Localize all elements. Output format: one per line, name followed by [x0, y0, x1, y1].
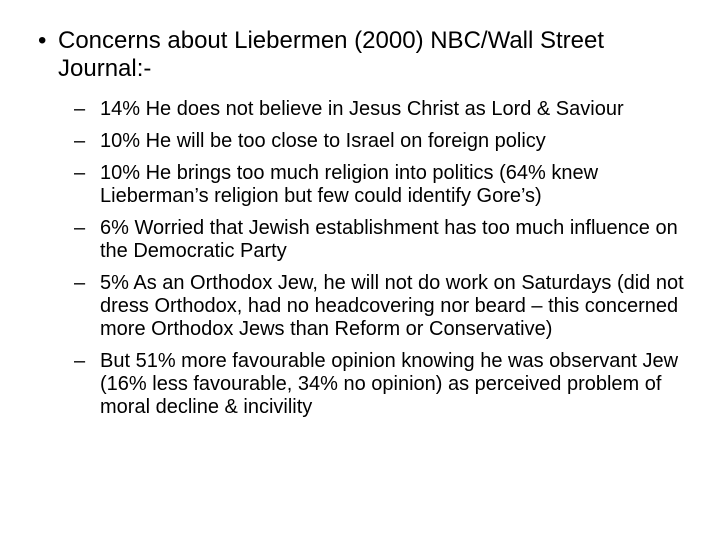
dash-marker: – [74, 98, 86, 120]
sub-bullet-text: 14% He does not believe in Jesus Christ … [100, 98, 624, 120]
sub-bullet-list: – 14% He does not believe in Jesus Chris… [74, 98, 696, 419]
slide-heading: Concerns about Liebermen (2000) NBC/Wall… [58, 27, 605, 82]
sub-bullet-text: 6% Worried that Jewish establishment has… [100, 217, 678, 262]
sub-bullet-item: – But 51% more favourable opinion knowin… [74, 350, 696, 419]
sub-bullet-text: But 51% more favourable opinion knowing … [100, 350, 679, 418]
sub-bullet-item: – 5% As an Orthodox Jew, he will not do … [74, 272, 696, 341]
sub-bullet-item: – 10% He brings too much religion into p… [74, 162, 696, 208]
dash-marker: – [74, 272, 86, 294]
sub-bullet-item: – 6% Worried that Jewish establishment h… [74, 217, 696, 263]
sub-bullet-text: 10% He will be too close to Israel on fo… [100, 130, 546, 152]
sub-bullet-item: – 14% He does not believe in Jesus Chris… [74, 98, 696, 121]
sub-bullet-text: 5% As an Orthodox Jew, he will not do wo… [100, 272, 684, 340]
dash-marker: – [74, 162, 86, 184]
dash-marker: – [74, 217, 86, 239]
bullet-marker: • [38, 27, 47, 54]
dash-marker: – [74, 130, 86, 152]
sub-bullet-text: 10% He brings too much religion into pol… [100, 162, 599, 207]
dash-marker: – [74, 350, 86, 372]
main-bullet: • Concerns about Liebermen (2000) NBC/Wa… [38, 27, 696, 83]
sub-bullet-item: – 10% He will be too close to Israel on … [74, 130, 696, 153]
